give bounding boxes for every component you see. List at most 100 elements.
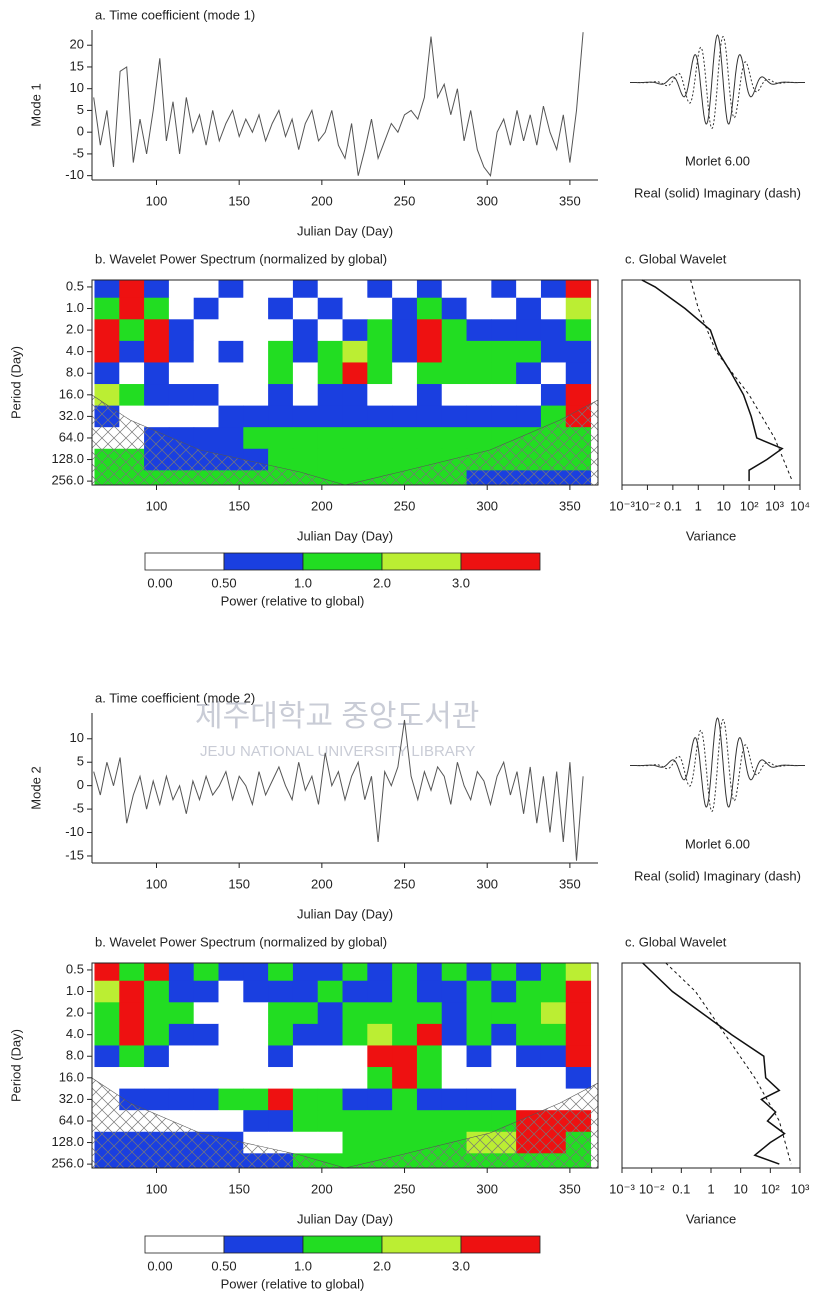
y-axis-label: Mode 1 <box>28 83 43 126</box>
power-cell <box>342 427 368 450</box>
power-cell <box>243 1023 269 1046</box>
power-cell <box>565 340 592 363</box>
power-cell <box>441 384 468 407</box>
power-cell <box>168 405 195 428</box>
power-cell <box>193 297 219 320</box>
power-cell <box>392 427 418 450</box>
power-cell <box>218 362 244 385</box>
power-cell <box>168 963 195 982</box>
power-cell <box>218 340 244 363</box>
y-tick-label: 128.0 <box>51 1134 84 1149</box>
power-cell <box>441 427 468 450</box>
power-cell <box>268 297 294 320</box>
power-cell <box>392 963 418 982</box>
power-cell <box>292 384 319 407</box>
colorbar-label: 1.0 <box>294 575 312 590</box>
power-cell <box>119 1045 145 1068</box>
power-cell <box>317 340 344 363</box>
power-cell <box>268 362 294 385</box>
power-cell <box>516 980 542 1003</box>
power-cell <box>168 340 195 363</box>
power-cell <box>94 280 120 299</box>
colorbar-box <box>223 1235 304 1254</box>
power-cell <box>144 1002 170 1025</box>
power-cell <box>292 1110 319 1133</box>
power-cell <box>218 297 244 320</box>
power-cell <box>268 340 294 363</box>
power-cell <box>342 1131 368 1154</box>
spectrum <box>92 280 598 485</box>
power-cell <box>342 340 368 363</box>
wavelet-title: Morlet 6.00 <box>685 836 750 851</box>
y-tick-label: 128.0 <box>51 451 84 466</box>
power-cell <box>243 427 269 450</box>
power-cell <box>292 1067 319 1090</box>
power-cell <box>268 280 294 299</box>
power-cell <box>144 1067 170 1090</box>
power-cell <box>119 1067 145 1090</box>
power-cell <box>367 427 393 450</box>
power-cell <box>94 980 120 1003</box>
cone-of-influence <box>344 1082 598 1168</box>
power-cell <box>144 297 170 320</box>
power-cell <box>416 1002 443 1025</box>
x-tick-label: 100 <box>146 1181 168 1196</box>
power-cell <box>94 1002 120 1025</box>
power-cell <box>218 963 244 982</box>
power-cell <box>441 280 468 299</box>
chart-title: b. Wavelet Power Spectrum (normalized by… <box>95 934 387 949</box>
x-tick-label: 200 <box>311 1181 333 1196</box>
x-axis-label: Julian Day (Day) <box>297 528 393 543</box>
power-cell <box>491 405 517 428</box>
power-cell <box>441 1088 468 1111</box>
y-tick-label: 2.0 <box>66 322 84 337</box>
power-cell <box>218 280 244 299</box>
wavelet-caption: Real (solid) Imaginary (dash) <box>634 868 801 883</box>
power-cell <box>218 384 244 407</box>
x-axis-label: Variance <box>686 1211 736 1226</box>
power-cell <box>193 340 219 363</box>
x-tick-label: 100 <box>146 876 168 891</box>
power-cell <box>119 340 145 363</box>
power-cell <box>292 1002 319 1025</box>
power-cell <box>268 1110 294 1133</box>
chart-title: b. Wavelet Power Spectrum (normalized by… <box>95 251 387 266</box>
series-line <box>665 962 792 1165</box>
power-cell <box>516 963 542 982</box>
power-cell <box>516 1002 542 1025</box>
power-cell <box>466 280 492 299</box>
x-tick-label: 10³ <box>765 498 784 513</box>
power-cell <box>268 1002 294 1025</box>
power-cell <box>540 319 567 342</box>
x-tick-label: 10⁻³ <box>609 1181 635 1196</box>
power-cell <box>193 1110 219 1133</box>
y-tick-label: 32.0 <box>59 408 84 423</box>
power-cell <box>218 405 244 428</box>
power-cell <box>218 1110 244 1133</box>
power-cell <box>540 340 567 363</box>
y-tick-label: 4.0 <box>66 343 84 358</box>
power-cell <box>466 319 492 342</box>
x-tick-label: 100 <box>146 498 168 513</box>
power-cell <box>317 405 344 428</box>
power-cell <box>367 1131 393 1154</box>
y-tick-label: 5 <box>77 754 84 769</box>
power-cell <box>317 980 344 1003</box>
y-tick-label: 64.0 <box>59 429 84 444</box>
power-cell <box>119 1023 145 1046</box>
y-tick-label: 16.0 <box>59 1069 84 1084</box>
power-cell <box>441 963 468 982</box>
power-cell <box>119 980 145 1003</box>
power-cell <box>243 405 269 428</box>
colorbar-title: Power (relative to global) <box>221 1276 365 1291</box>
x-axis-label: Variance <box>686 528 736 543</box>
power-cell <box>268 1045 294 1068</box>
power-cell <box>342 384 368 407</box>
power-cell <box>516 362 542 385</box>
power-cell <box>540 980 567 1003</box>
power-cell <box>516 1023 542 1046</box>
power-cell <box>491 340 517 363</box>
chart-title: a. Time coefficient (mode 1) <box>95 7 255 22</box>
power-cell <box>243 340 269 363</box>
y-tick-label: 1.0 <box>66 983 84 998</box>
